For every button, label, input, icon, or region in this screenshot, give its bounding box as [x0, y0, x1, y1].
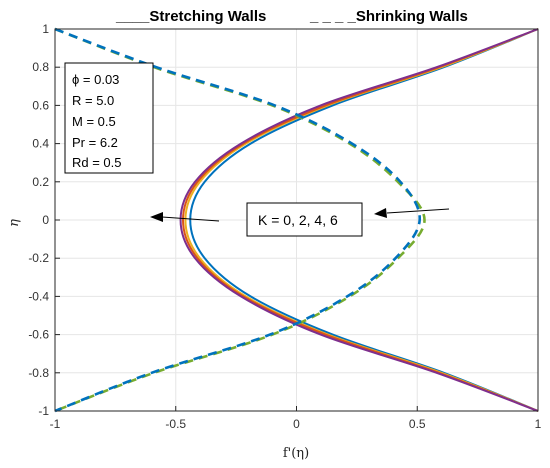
x-tick-label-1: -0.5: [165, 417, 186, 431]
param-rd: Rd = 0.5: [72, 155, 122, 170]
y-tick-label-3: -0.4: [28, 289, 49, 303]
legend-shrinking: _ _ _ _Shrinking Walls: [309, 8, 468, 25]
y-tick-label-8: 0.6: [32, 98, 49, 112]
param-pr: Pr = 6.2: [72, 135, 118, 150]
x-tick-label-2: 0: [293, 417, 300, 431]
y-tick-label-0: -1: [38, 404, 49, 418]
y-tick-label-9: 0.8: [32, 60, 49, 74]
y-tick-label-1: -0.8: [28, 366, 49, 380]
series-group: [54, 27, 539, 413]
y-tick-label-10: 1: [42, 22, 49, 36]
x-axis-label: f'(η): [283, 446, 309, 461]
y-tick-label-2: -0.6: [28, 328, 49, 342]
y-tick-label-5: 0: [42, 213, 49, 227]
shrinking-series-5: [54, 27, 421, 413]
y-tick-label-4: -0.2: [28, 251, 49, 265]
k-annotation: K = 0, 2, 4, 6: [246, 202, 363, 237]
stretching-series-3: [179, 28, 539, 412]
y-tick-label-6: 0.2: [32, 175, 49, 189]
x-tick-label-0: -1: [50, 417, 61, 431]
ticks: -1 -0.5 0 0.5 1 -1 -0.8 -0.6 -0.4 -0.2 0 0.2 0.4 0.6 0…: [28, 22, 541, 431]
y-axis-label: η: [7, 219, 22, 227]
param-m: M = 0.5: [72, 114, 116, 129]
arrow-right: [374, 208, 450, 218]
x-tick-label-3: 0.5: [409, 417, 426, 431]
stretching-series-0: [189, 28, 539, 412]
y-tick-label-7: 0.4: [32, 137, 49, 151]
param-phi: ϕ = 0.03: [72, 72, 119, 87]
stretching-series-2: [181, 28, 539, 412]
arrow-left: [150, 212, 220, 222]
k-annotation-label: K = 0, 2, 4, 6: [258, 212, 338, 228]
x-tick-label-4: 1: [535, 417, 542, 431]
param-r: R = 5.0: [72, 93, 114, 108]
legend-stretching: ____Stretching Walls: [115, 8, 266, 25]
params-box: ϕ = 0.03 R = 5.0 M = 0.5 Pr = 6.2 Rd = 0…: [64, 62, 154, 174]
